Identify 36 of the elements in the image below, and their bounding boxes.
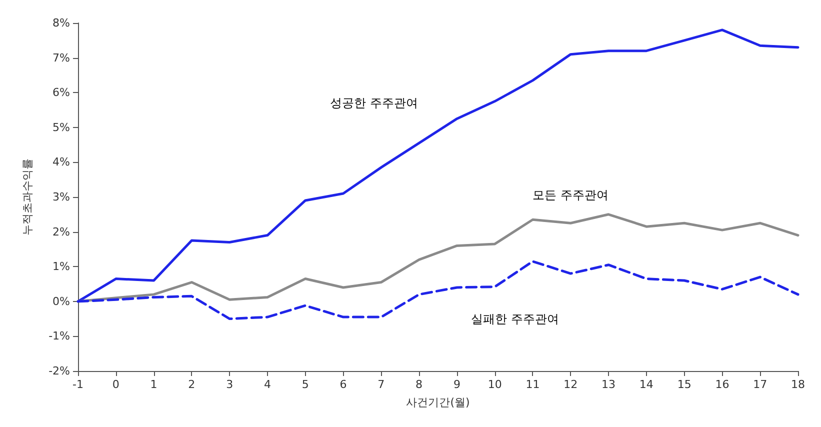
x-tick-label: 9 <box>453 378 460 391</box>
x-tick-label: 7 <box>378 378 385 391</box>
x-tick-label: 12 <box>564 378 578 391</box>
series-label: 모든 주주관여 <box>532 188 609 202</box>
text: 실패한 주주관여 <box>470 312 559 326</box>
x-tick-label: 15 <box>677 378 692 391</box>
x-tick-label: 1 <box>150 378 158 391</box>
y-tick-label: -1% <box>48 330 70 343</box>
x-axis-title: 사건기간(월) <box>406 396 470 409</box>
x-tick-label: 8 <box>416 378 423 391</box>
y-tick-label: 2% <box>52 225 70 238</box>
x-tick-label: 13 <box>602 378 616 391</box>
y-axis-title: 누적초과수익률 <box>21 158 34 236</box>
x-tick-label: 0 <box>112 378 120 391</box>
y-tick-label: 8% <box>52 16 70 30</box>
x-tick-label: 16 <box>715 378 730 391</box>
x-tick-label: 10 <box>488 378 502 391</box>
y-tick-label: 4% <box>52 156 70 169</box>
x-tick-label: 11 <box>526 378 540 391</box>
y-tick-label: 1% <box>52 260 70 274</box>
y-tick-label: 5% <box>52 120 70 134</box>
x-tick-label: 2 <box>188 378 196 391</box>
y-tick-label: 6% <box>52 86 70 100</box>
y-tick-label: 7% <box>52 51 70 64</box>
y-tick-label: 0% <box>52 294 70 308</box>
x-tick-label: 5 <box>302 378 309 391</box>
x-tick-label: -1 <box>72 378 84 391</box>
x-tick-label: 14 <box>639 378 654 391</box>
x-tick-label: 18 <box>791 378 805 391</box>
x-tick-label: 3 <box>226 378 234 391</box>
y-tick-label: 3% <box>52 190 70 204</box>
x-tick-label: 17 <box>753 378 768 391</box>
y-tick-label: -2% <box>48 364 70 378</box>
x-tick-label: 4 <box>264 378 271 391</box>
x-tick-label: 6 <box>340 378 347 391</box>
text: 성공한 주주관여 <box>330 96 418 110</box>
